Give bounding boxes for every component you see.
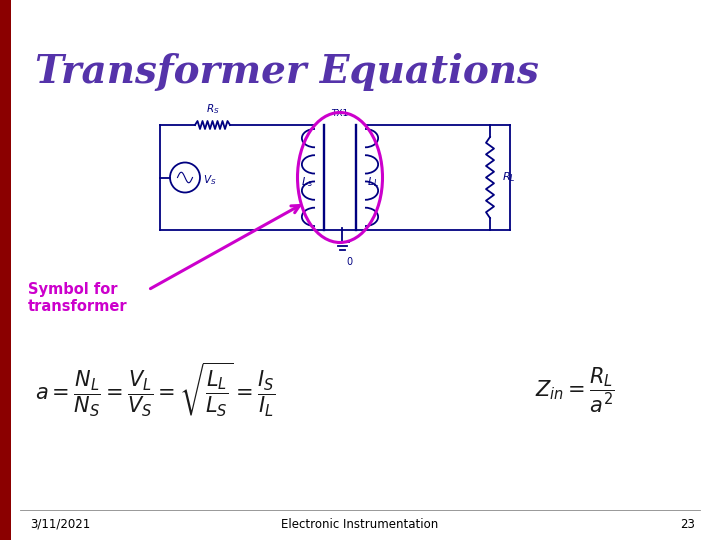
Text: $R_L$: $R_L$ — [502, 171, 516, 184]
Text: $R_S$: $R_S$ — [206, 102, 220, 116]
Text: $a = \dfrac{N_L}{N_S} = \dfrac{V_L}{V_S} = \sqrt{\dfrac{L_L}{L_S}} = \dfrac{I_S}: $a = \dfrac{N_L}{N_S} = \dfrac{V_L}{V_S}… — [35, 361, 276, 419]
Text: Electronic Instrumentation: Electronic Instrumentation — [282, 517, 438, 530]
Text: 0: 0 — [346, 257, 352, 267]
Text: TX1: TX1 — [331, 109, 348, 118]
Text: $L_s$: $L_s$ — [301, 176, 313, 190]
Text: 23: 23 — [680, 517, 695, 530]
Text: $L_L$: $L_L$ — [367, 176, 379, 190]
Text: Transformer Equations: Transformer Equations — [35, 53, 539, 91]
Bar — [0, 0, 11, 540]
Text: $V_S$: $V_S$ — [203, 173, 217, 187]
Text: Symbol for
transformer: Symbol for transformer — [28, 282, 127, 314]
Text: $Z_{in} = \dfrac{R_L}{a^2}$: $Z_{in} = \dfrac{R_L}{a^2}$ — [535, 365, 615, 415]
Text: 3/11/2021: 3/11/2021 — [30, 517, 90, 530]
